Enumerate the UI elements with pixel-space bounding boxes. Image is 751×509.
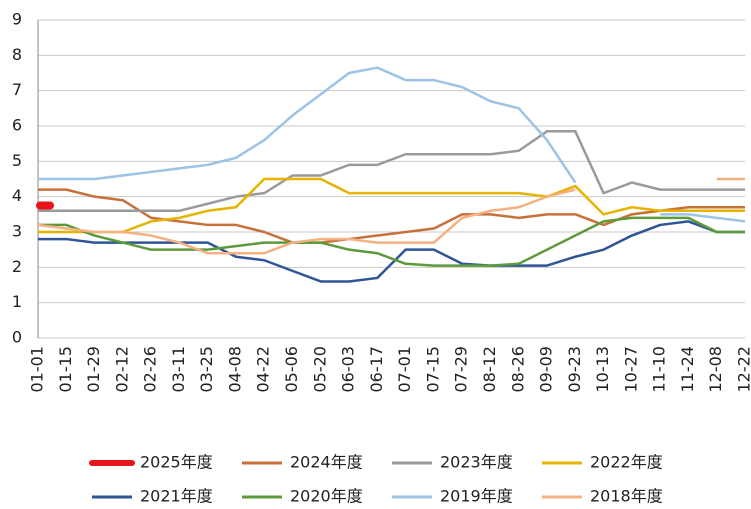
x-tick-label: 06-03: [339, 346, 358, 393]
x-tick-label: 07-29: [452, 346, 471, 393]
series-line: [38, 177, 745, 234]
y-tick-label: 5: [12, 151, 22, 170]
x-tick-label: 07-15: [423, 346, 442, 393]
x-tick-label: 08-26: [508, 346, 527, 393]
y-tick-label: 9: [12, 10, 22, 29]
y-tick-label: 3: [12, 222, 22, 241]
legend-label: 2018年度: [590, 487, 663, 506]
series-point: [36, 201, 54, 210]
x-tick-label: 07-01: [395, 346, 414, 393]
series-line: [38, 220, 745, 283]
legend-label: 2020年度: [290, 487, 363, 506]
x-tick-label: 11-24: [678, 346, 697, 393]
x-tick-label: 02-26: [141, 346, 160, 393]
y-tick-label: 2: [12, 257, 22, 276]
x-tick-label: 08-12: [480, 346, 499, 393]
x-tick-label: 01-29: [84, 346, 103, 393]
x-tick-label: 04-22: [254, 346, 273, 393]
legend-label: 2021年度: [140, 487, 213, 506]
legend-label: 2022年度: [590, 453, 663, 472]
series-line: [38, 66, 746, 223]
y-tick-label: 4: [12, 186, 22, 205]
y-tick-label: 1: [12, 292, 22, 311]
x-tick-label: 06-17: [367, 346, 386, 393]
legend-label: 2019年度: [440, 487, 513, 506]
x-tick-label: 09-09: [537, 346, 556, 393]
y-tick-label: 6: [12, 116, 22, 135]
x-tick-label: 01-15: [56, 346, 75, 393]
legend-label: 2025年度: [140, 453, 213, 472]
legend-label: 2023年度: [440, 453, 513, 472]
x-tick-label: 12-08: [706, 346, 725, 393]
x-tick-label: 09-23: [565, 346, 584, 393]
x-tick-label: 10-27: [621, 346, 640, 393]
x-tick-label: 04-08: [225, 346, 244, 393]
x-tick-label: 11-10: [650, 346, 669, 393]
x-tick-label: 05-06: [282, 346, 301, 393]
x-tick-label: 01-01: [28, 346, 47, 393]
x-tick-label: 12-22: [735, 346, 751, 393]
series-line: [37, 177, 745, 255]
y-tick-label: 7: [12, 80, 22, 99]
x-tick-label: 05-20: [310, 346, 329, 393]
legend-label: 2024年度: [290, 453, 363, 472]
x-tick-label: 10-13: [593, 346, 612, 393]
y-tick-label: 8: [12, 45, 22, 64]
series-line: [38, 216, 745, 267]
y-tick-label: 0: [12, 328, 22, 347]
x-tick-label: 03-11: [169, 346, 188, 393]
x-tick-label: 03-25: [197, 346, 216, 393]
x-tick-label: 02-12: [112, 346, 131, 393]
series-line: [38, 188, 745, 244]
series-line: [38, 130, 745, 213]
